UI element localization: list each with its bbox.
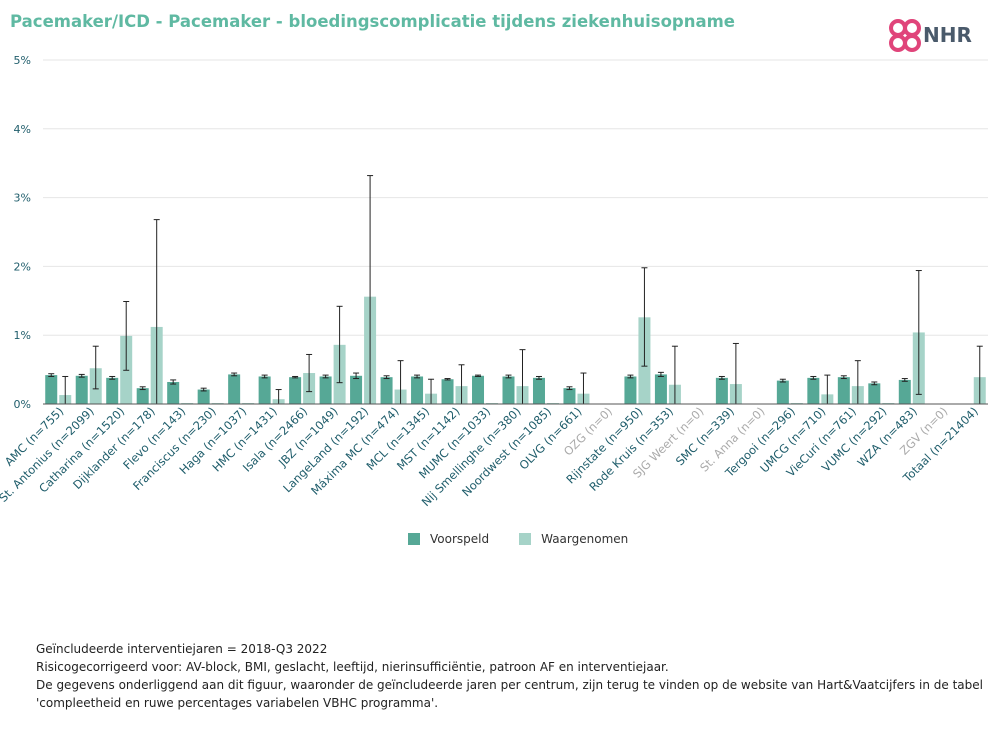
bar-voorspeld: [350, 375, 363, 404]
bar-voorspeld: [228, 374, 241, 404]
legend-label-voorspeld: Voorspeld: [430, 532, 490, 546]
bar-voorspeld: [319, 376, 332, 404]
bar-voorspeld: [289, 377, 302, 404]
bar-voorspeld: [136, 388, 149, 404]
y-tick-label: 4%: [14, 123, 31, 136]
bar-voorspeld: [45, 375, 58, 404]
bar-voorspeld: [868, 383, 881, 404]
y-tick-label: 2%: [14, 260, 31, 273]
footnote-line: De gegevens onderliggend aan dit figuur,…: [36, 678, 983, 692]
bar-voorspeld: [532, 377, 545, 404]
bar-voorspeld: [441, 379, 454, 404]
bar-voorspeld: [75, 375, 88, 404]
bar-voorspeld: [167, 381, 180, 404]
legend-swatch-voorspeld: [408, 533, 420, 545]
bar-voorspeld: [106, 377, 119, 404]
footnote: Geïncludeerde interventiejaren = 2018-Q3…: [36, 640, 983, 712]
y-tick-label: 5%: [14, 54, 31, 67]
legend-item-waargenomen: Waargenomen: [519, 532, 628, 546]
bar-voorspeld: [837, 377, 850, 404]
bar-chart: 0%1%2%3%4%5%AMC (n=755)St. Antonius (n=2…: [0, 54, 988, 509]
bar-voorspeld: [380, 377, 393, 404]
legend-item-voorspeld: Voorspeld: [408, 532, 489, 546]
bar-voorspeld: [411, 376, 424, 404]
bar-voorspeld: [258, 376, 271, 404]
legend-swatch-waargenomen: [519, 533, 532, 545]
nhr-logo: NHR: [888, 18, 984, 56]
bar-voorspeld: [624, 376, 637, 404]
chart-title: Pacemaker/ICD - Pacemaker - bloedingscom…: [10, 12, 736, 31]
y-tick-label: 1%: [14, 329, 31, 342]
bar-voorspeld: [197, 389, 210, 404]
heart-logo-icon: [889, 19, 921, 52]
bar-voorspeld: [715, 377, 728, 404]
bar-voorspeld: [776, 380, 789, 404]
bar-voorspeld: [898, 379, 911, 404]
footnote-line: Geïncludeerde interventiejaren = 2018-Q3…: [36, 642, 328, 656]
legend-label-waargenomen: Waargenomen: [541, 532, 629, 546]
bar-voorspeld: [502, 376, 515, 404]
footnote-line: 'compleetheid en ruwe percentages variab…: [36, 696, 439, 710]
y-tick-label: 3%: [14, 192, 31, 205]
y-tick-label: 0%: [14, 398, 31, 411]
bar-voorspeld: [472, 375, 485, 404]
bar-voorspeld: [654, 374, 667, 404]
legend: Voorspeld Waargenomen: [408, 532, 628, 546]
bar-voorspeld: [563, 388, 576, 404]
bar-voorspeld: [807, 377, 820, 404]
logo-text: NHR: [923, 23, 972, 47]
footnote-line: Risicogecorrigeerd voor: AV-block, BMI, …: [36, 660, 669, 674]
